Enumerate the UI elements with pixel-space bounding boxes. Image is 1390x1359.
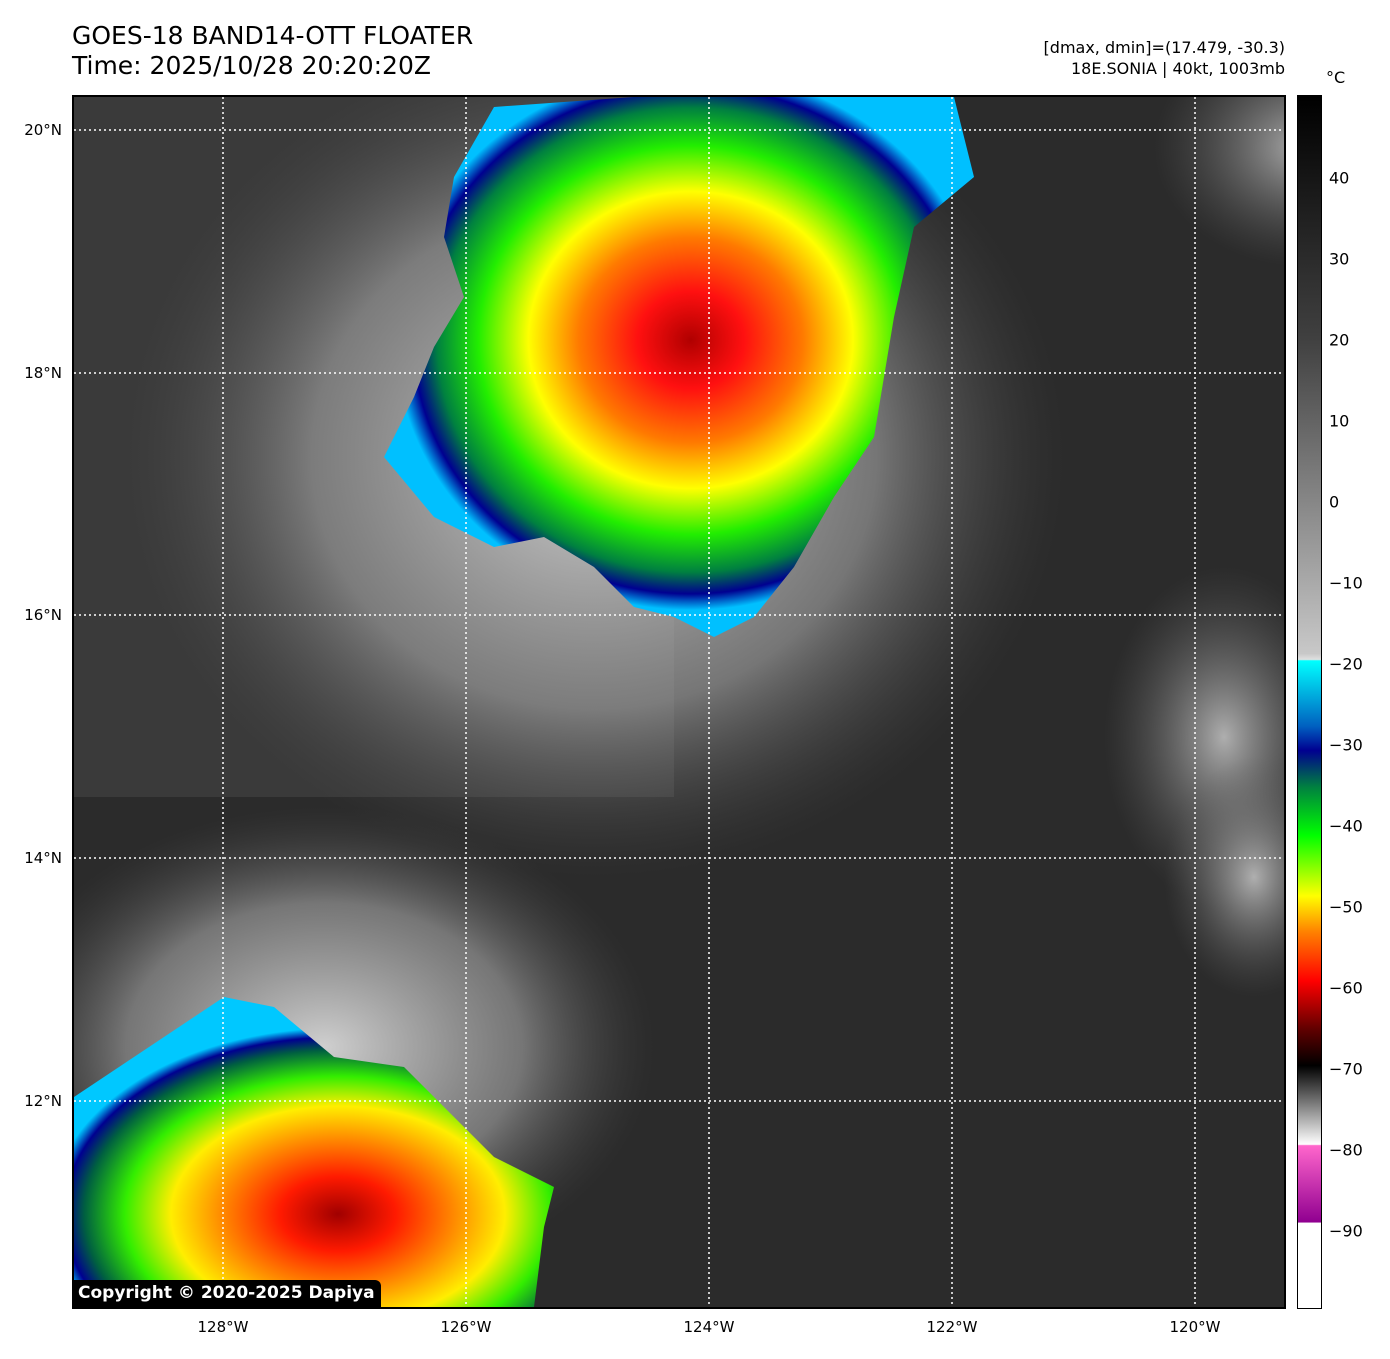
colorbar-tick: 30 (1329, 249, 1350, 269)
colorbar-tick: −60 (1329, 978, 1363, 998)
lat-label-16n: 16°N (24, 606, 62, 624)
southern-convection (74, 997, 554, 1307)
storm-sonia-convection (384, 97, 974, 637)
colorbar-unit: °C (1326, 68, 1346, 87)
colorbar-tick: 20 (1329, 330, 1350, 350)
lon-label-126w: 126°W (440, 1318, 492, 1336)
colorbar-tick: −20 (1329, 654, 1363, 674)
colorbar-tick: 10 (1329, 411, 1350, 431)
copyright-notice: Copyright © 2020-2025 Dapiya (72, 1280, 381, 1307)
colorbar-tick: −80 (1329, 1140, 1363, 1160)
colorbar-tick: −10 (1329, 573, 1363, 593)
chart-title: GOES-18 BAND14-OTT FLOATER (72, 21, 474, 50)
colorbar-tick: −50 (1329, 897, 1363, 917)
temperature-range: [dmax, dmin]=(17.479, -30.3) (1043, 38, 1285, 57)
satellite-image (72, 95, 1286, 1309)
lat-label-14n: 14°N (24, 849, 62, 867)
lon-label-120w: 120°W (1169, 1318, 1221, 1336)
lon-label-128w: 128°W (197, 1318, 249, 1336)
temperature-colorbar (1297, 95, 1322, 1309)
lat-label-18n: 18°N (24, 364, 62, 382)
storm-info: 18E.SONIA | 40kt, 1003mb (1070, 59, 1285, 78)
lat-label-20n: 20°N (24, 121, 62, 139)
colorbar-tick: −90 (1329, 1221, 1363, 1241)
lat-label-12n: 12°N (24, 1092, 62, 1110)
colorbar-tick: −70 (1329, 1059, 1363, 1079)
colorbar-tick: 0 (1329, 492, 1340, 512)
ir-imagery (74, 97, 1284, 1307)
colorbar-tick: −30 (1329, 735, 1363, 755)
graticule (74, 97, 1284, 1307)
observation-time: Time: 2025/10/28 20:20:20Z (72, 51, 431, 80)
lon-label-124w: 124°W (683, 1318, 735, 1336)
colorbar-tick: 40 (1329, 168, 1350, 188)
colorbar-tick: −40 (1329, 816, 1363, 836)
lon-label-122w: 122°W (926, 1318, 978, 1336)
